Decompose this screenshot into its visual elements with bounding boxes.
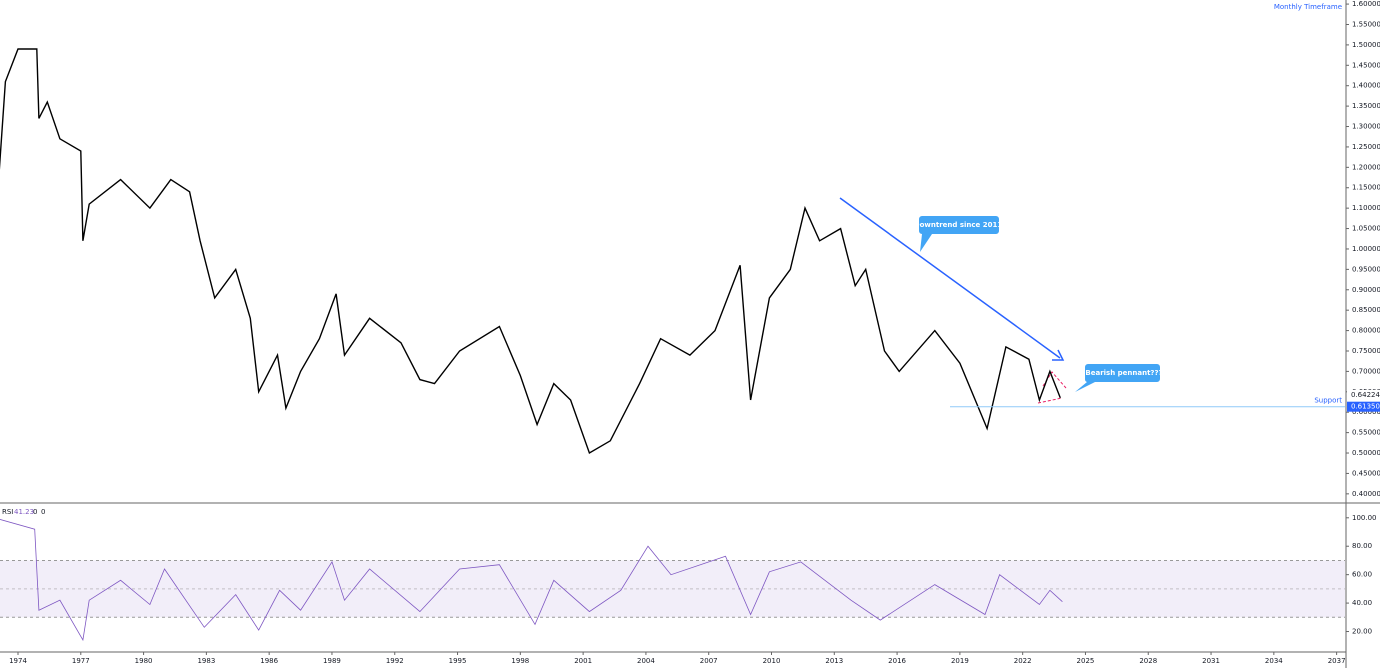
y-tick-label: 0.75000 <box>1352 347 1380 355</box>
x-tick-label: 1995 <box>449 657 467 665</box>
y-tick-label: 1.45000 <box>1352 61 1380 69</box>
y-tick-label: 100.00 <box>1352 514 1377 522</box>
x-tick-label: 1989 <box>323 657 341 665</box>
y-tick-label: 1.55000 <box>1352 20 1380 28</box>
x-tick-label: 2001 <box>574 657 592 665</box>
y-tick-label: 1.20000 <box>1352 163 1380 171</box>
x-tick-label: 2019 <box>951 657 969 665</box>
y-tick-label: 1.00000 <box>1352 245 1380 253</box>
y-tick-label: 1.10000 <box>1352 204 1380 212</box>
y-tick-label: 0.70000 <box>1352 367 1380 375</box>
y-tick-label: 0.95000 <box>1352 265 1380 273</box>
last-price-label: 0.64224 <box>1351 391 1380 399</box>
support-price-label: 0.61350 <box>1351 403 1380 411</box>
x-tick-label: 2013 <box>825 657 843 665</box>
y-tick-label: 1.05000 <box>1352 225 1380 233</box>
y-tick-label: 1.60000 <box>1352 0 1380 8</box>
callout-text: Bearish pennant??? <box>1085 369 1162 377</box>
price-line <box>0 48 1061 455</box>
y-tick-label: 0.85000 <box>1352 306 1380 314</box>
x-tick-label: 1992 <box>386 657 404 665</box>
x-tick-label: 2007 <box>700 657 718 665</box>
y-tick-label: 1.35000 <box>1352 102 1380 110</box>
x-tick-label: 2031 <box>1202 657 1220 665</box>
y-tick-label: 0.45000 <box>1352 469 1380 477</box>
rsi-extra: 0 <box>33 508 37 516</box>
x-tick-label: 2010 <box>763 657 781 665</box>
y-tick-label: 1.15000 <box>1352 184 1380 192</box>
y-tick-label: 0.80000 <box>1352 327 1380 335</box>
callout-text: Downtrend since 2011 <box>914 221 1003 229</box>
y-tick-label: 80.00 <box>1352 542 1372 550</box>
y-tick-label: 0.50000 <box>1352 449 1380 457</box>
x-tick-label: 2016 <box>888 657 906 665</box>
callout <box>919 216 999 252</box>
trend-arrow <box>839 197 1061 359</box>
price-line <box>0 519 1063 642</box>
rsi-band <box>0 560 1345 618</box>
y-tick-label: 20.00 <box>1352 628 1372 636</box>
x-tick-label: 1977 <box>72 657 90 665</box>
y-tick-label: 0.40000 <box>1352 490 1380 498</box>
x-tick-label: 1974 <box>9 657 27 665</box>
y-tick-label: 0.55000 <box>1352 429 1380 437</box>
timeframe-label: Monthly Timeframe <box>1274 3 1342 11</box>
x-tick-label: 1998 <box>511 657 529 665</box>
y-tick-label: 0.60000 <box>1352 408 1380 416</box>
callout <box>1075 364 1160 392</box>
trend-arrow-head <box>1052 349 1065 361</box>
y-tick-label: 1.25000 <box>1352 143 1380 151</box>
x-tick-label: 2022 <box>1014 657 1032 665</box>
y-tick-label: 40.00 <box>1352 599 1372 607</box>
x-tick-label: 1980 <box>135 657 153 665</box>
x-tick-label: 1986 <box>260 657 278 665</box>
x-tick-label: 1983 <box>197 657 215 665</box>
x-tick-label: 2025 <box>1077 657 1095 665</box>
y-tick-label: 1.40000 <box>1352 82 1380 90</box>
y-tick-label: 1.30000 <box>1352 123 1380 131</box>
x-tick-label: 2004 <box>637 657 655 665</box>
y-tick-label: 60.00 <box>1352 571 1372 579</box>
support-text: Support <box>1314 397 1342 405</box>
x-tick-label: 2037 <box>1328 657 1346 665</box>
last-price-tag <box>1347 389 1380 400</box>
support-price-tag <box>1347 401 1380 412</box>
rsi-value: 41.23 <box>14 508 34 516</box>
rsi-title: RSI <box>2 508 13 516</box>
x-tick-label: 2028 <box>1139 657 1157 665</box>
x-tick-label: 2034 <box>1265 657 1283 665</box>
y-tick-label: 1.50000 <box>1352 41 1380 49</box>
rsi-extra: 0 <box>41 508 45 516</box>
y-tick-label: 0.90000 <box>1352 286 1380 294</box>
